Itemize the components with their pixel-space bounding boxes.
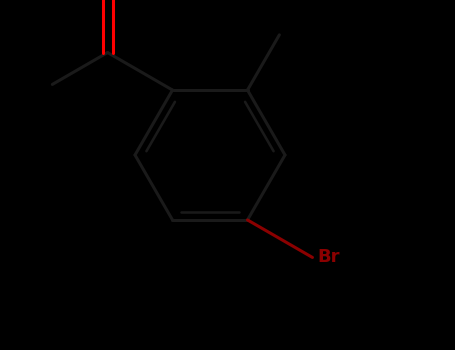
Text: Br: Br	[318, 248, 340, 266]
